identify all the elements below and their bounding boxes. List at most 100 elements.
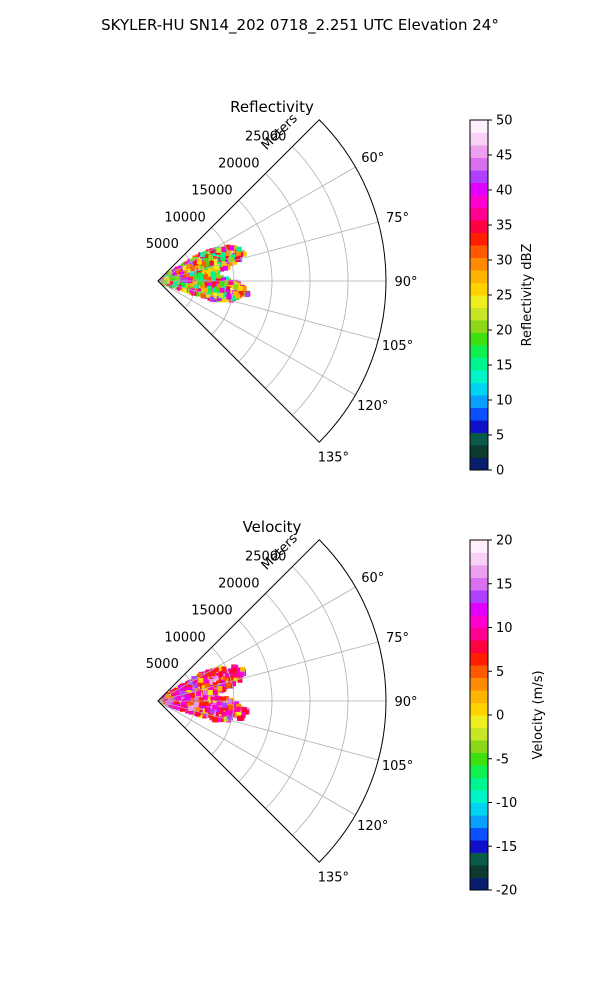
colorbar-swatch	[470, 382, 488, 396]
colorbar-swatch	[470, 827, 488, 841]
colorbar-tick-label: -5	[496, 752, 509, 767]
echo-cell	[218, 708, 224, 714]
colorbar-swatch	[470, 170, 488, 183]
echo-cell	[212, 717, 218, 723]
echo-cell	[183, 692, 189, 698]
echo-cell	[220, 252, 226, 258]
echo-cell	[222, 702, 228, 708]
echo-cell	[208, 255, 214, 261]
echo-cell	[230, 254, 236, 260]
echo-cell	[161, 696, 167, 702]
echo-cell	[207, 268, 213, 274]
echo-cell	[233, 290, 239, 296]
polar-panel-velocity: Velocity500010000150002000025000Meters60…	[146, 518, 546, 899]
echo-cell	[202, 695, 208, 701]
echo-cell	[225, 264, 231, 270]
colorbar-swatch	[470, 877, 488, 891]
echo-cell	[237, 715, 243, 721]
echo-cell	[201, 678, 207, 684]
echo-cell	[195, 291, 201, 297]
echo-cell	[189, 692, 195, 698]
echo-cell	[179, 271, 185, 277]
echo-cell	[207, 690, 213, 696]
echo-cell	[216, 713, 222, 719]
echo-cell	[169, 701, 175, 707]
echo-cell	[203, 265, 209, 271]
echo-cell	[219, 717, 225, 723]
colorbar-tick-label: -15	[496, 840, 517, 855]
echo-cell	[190, 704, 196, 710]
echo-cell	[236, 667, 242, 673]
echo-cell	[219, 266, 225, 272]
echo-cell	[214, 286, 220, 292]
azimuth-spoke	[157, 166, 356, 282]
angle-tick-label: 120°	[357, 819, 388, 834]
echo-cell	[176, 284, 182, 290]
echo-cell	[212, 689, 218, 695]
echo-cell	[180, 706, 186, 712]
echo-cell	[222, 265, 228, 271]
echo-cell	[205, 288, 211, 294]
echo-cell	[207, 674, 213, 680]
radial-tick-label: 15000	[191, 603, 232, 618]
echo-cell	[206, 285, 212, 291]
echo-cell	[238, 289, 244, 295]
colorbar-swatch	[470, 565, 488, 578]
echo-cell	[233, 284, 239, 290]
echo-cell	[204, 683, 210, 689]
colorbar-swatch	[470, 840, 488, 853]
colorbar-swatch	[470, 790, 488, 803]
colorbar-swatch	[470, 577, 488, 591]
colorbar: 0 5 10 15 20 25 30 35 40 45 50 Reflectivity dBZ	[469, 114, 535, 479]
echo-cell	[202, 671, 208, 677]
echo-cell	[199, 697, 205, 703]
echo-cell	[221, 246, 227, 252]
echo-cell	[240, 667, 246, 673]
echo-cell	[194, 707, 200, 713]
colorbar-swatch	[470, 282, 488, 296]
echo-cell	[193, 683, 199, 689]
echo-cell	[208, 685, 214, 691]
radial-tick-label: 15000	[191, 183, 232, 198]
echo-cell	[192, 676, 198, 682]
colorbar-swatch	[470, 702, 488, 716]
echo-cell	[208, 260, 214, 266]
echo-cell	[218, 671, 224, 677]
echo-field	[158, 244, 251, 303]
colorbar-swatch	[470, 540, 488, 553]
echo-cell	[224, 672, 230, 678]
echo-cell	[216, 289, 222, 295]
colorbar-swatch	[470, 777, 488, 791]
echo-cell	[207, 280, 213, 286]
echo-cell	[213, 675, 219, 681]
radial-tick-label: 10000	[164, 630, 205, 645]
echo-cell	[189, 288, 195, 294]
echo-cell	[216, 247, 222, 253]
echo-cell	[167, 280, 173, 286]
echo-cell	[230, 295, 236, 301]
echo-cell	[237, 677, 243, 683]
angle-tick-label: 105°	[382, 759, 413, 774]
echo-cell	[228, 705, 234, 711]
echo-cell	[170, 275, 176, 281]
echo-cell	[216, 700, 222, 706]
echo-cell	[216, 678, 222, 684]
echo-cell	[202, 287, 208, 293]
echo-cell	[212, 268, 218, 274]
echo-cell	[228, 256, 234, 262]
echo-cell	[173, 700, 179, 706]
colorbar-swatch	[470, 740, 488, 753]
echo-cell	[198, 677, 204, 683]
echo-cell	[227, 669, 233, 675]
colorbar-swatch	[470, 602, 488, 616]
echo-cell	[165, 693, 171, 699]
echo-cell	[205, 680, 211, 686]
echo-cell	[206, 271, 212, 277]
colorbar-tick-label: 25	[496, 289, 513, 304]
colorbar-swatch	[470, 120, 488, 133]
echo-cell	[227, 715, 233, 721]
echo-cell	[200, 283, 206, 289]
echo-cell	[228, 712, 234, 718]
echo-cell	[212, 259, 218, 265]
